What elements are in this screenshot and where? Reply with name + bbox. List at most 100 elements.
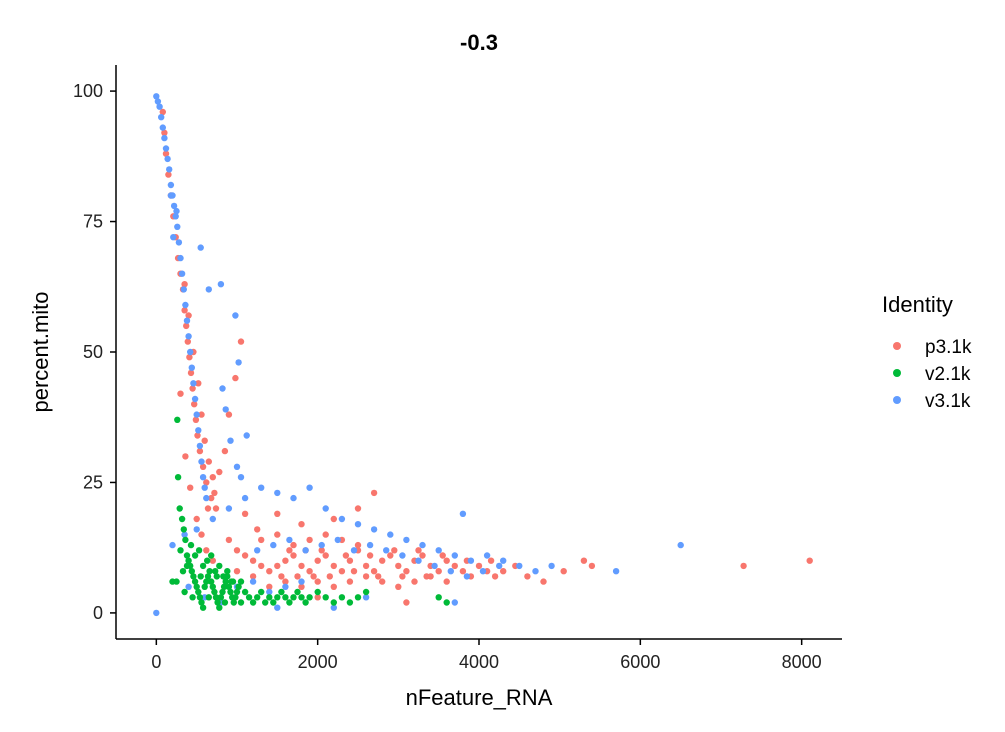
point-v2.1k xyxy=(180,526,187,533)
legend-marker-p3.1k xyxy=(893,342,901,350)
point-p3.1k xyxy=(588,562,596,570)
point-p3.1k xyxy=(500,568,507,575)
point-v2.1k xyxy=(346,599,354,606)
point-p3.1k xyxy=(330,515,337,523)
point-v2.1k xyxy=(282,594,289,601)
point-v2.1k xyxy=(214,599,221,606)
point-v2.1k xyxy=(249,599,257,606)
point-v2.1k xyxy=(191,552,199,559)
point-v3.1k xyxy=(172,213,179,220)
point-v3.1k xyxy=(237,474,245,481)
point-v2.1k xyxy=(196,594,204,601)
point-v2.1k xyxy=(178,515,186,523)
point-v3.1k xyxy=(483,552,491,559)
point-v2.1k xyxy=(338,594,346,601)
point-v3.1k xyxy=(447,568,454,575)
point-p3.1k xyxy=(198,411,205,418)
y-tick-label: 50 xyxy=(83,342,103,362)
point-v2.1k xyxy=(199,562,207,570)
point-v3.1k xyxy=(354,521,362,528)
point-v3.1k xyxy=(290,494,297,502)
point-p3.1k xyxy=(249,573,257,580)
point-v2.1k xyxy=(216,604,223,611)
point-p3.1k xyxy=(306,568,313,575)
point-p3.1k xyxy=(211,489,218,497)
point-p3.1k xyxy=(282,578,289,585)
point-v2.1k xyxy=(216,562,223,570)
point-p3.1k xyxy=(439,552,446,559)
legend-title: Identity xyxy=(882,292,953,317)
point-p3.1k xyxy=(387,552,394,559)
point-v3.1k xyxy=(203,494,210,502)
point-v3.1k xyxy=(167,181,175,189)
point-v2.1k xyxy=(190,573,197,580)
point-v3.1k xyxy=(201,484,208,491)
point-v2.1k xyxy=(221,599,229,606)
point-v3.1k xyxy=(274,489,281,497)
point-v3.1k xyxy=(383,547,390,554)
point-v3.1k xyxy=(233,463,241,470)
point-p3.1k xyxy=(298,583,305,590)
point-v3.1k xyxy=(612,568,620,575)
point-p3.1k xyxy=(443,578,450,585)
y-ticks: 0 25 50 75 100 xyxy=(73,81,116,623)
point-p3.1k xyxy=(350,568,358,575)
point-v3.1k xyxy=(158,114,165,121)
point-p3.1k xyxy=(294,573,301,580)
point-v3.1k xyxy=(232,312,239,319)
point-v3.1k xyxy=(197,244,204,251)
point-p3.1k xyxy=(208,494,215,502)
point-p3.1k xyxy=(282,557,289,564)
point-v2.1k xyxy=(362,588,370,596)
point-p3.1k xyxy=(216,468,223,476)
point-v3.1k xyxy=(451,552,458,559)
point-v3.1k xyxy=(153,609,160,617)
point-p3.1k xyxy=(194,432,201,439)
point-p3.1k xyxy=(314,594,321,601)
point-v3.1k xyxy=(415,557,422,564)
point-p3.1k xyxy=(205,458,212,465)
point-v3.1k xyxy=(387,531,394,538)
point-v3.1k xyxy=(177,254,184,262)
point-p3.1k xyxy=(192,416,200,423)
point-v3.1k xyxy=(175,239,183,246)
point-v3.1k xyxy=(403,536,410,544)
point-v2.1k xyxy=(176,505,183,512)
point-v3.1k xyxy=(370,526,378,533)
point-v3.1k xyxy=(217,281,225,288)
point-v3.1k xyxy=(435,547,442,554)
point-p3.1k xyxy=(187,484,194,491)
point-p3.1k xyxy=(209,474,216,481)
point-v3.1k xyxy=(431,562,438,570)
point-p3.1k xyxy=(306,536,313,544)
point-v2.1k xyxy=(185,557,192,564)
point-v3.1k xyxy=(182,301,189,309)
point-p3.1k xyxy=(362,573,370,580)
legend-marker-v3.1k xyxy=(893,396,901,404)
point-p3.1k xyxy=(241,510,249,517)
point-v3.1k xyxy=(532,568,539,575)
point-v3.1k xyxy=(302,547,309,554)
y-tick-label: 25 xyxy=(83,472,103,492)
point-v3.1k xyxy=(196,442,204,450)
point-p3.1k xyxy=(310,573,317,580)
point-v3.1k xyxy=(318,541,325,549)
y-tick-label: 0 xyxy=(93,603,103,623)
point-v3.1k xyxy=(205,286,212,293)
x-tick-label: 6000 xyxy=(620,652,660,672)
y-tick-label: 75 xyxy=(83,212,103,232)
point-v2.1k xyxy=(212,594,220,601)
point-v3.1k xyxy=(322,505,329,512)
point-v3.1k xyxy=(180,286,187,293)
point-v2.1k xyxy=(197,573,204,580)
point-v3.1k xyxy=(467,557,475,564)
point-p3.1k xyxy=(184,338,191,345)
point-p3.1k xyxy=(258,536,265,544)
point-v3.1k xyxy=(227,437,234,444)
point-v2.1k xyxy=(322,594,329,601)
point-v2.1k xyxy=(298,594,305,601)
point-v3.1k xyxy=(258,484,265,491)
point-v3.1k xyxy=(516,562,523,570)
point-v3.1k xyxy=(254,547,261,554)
